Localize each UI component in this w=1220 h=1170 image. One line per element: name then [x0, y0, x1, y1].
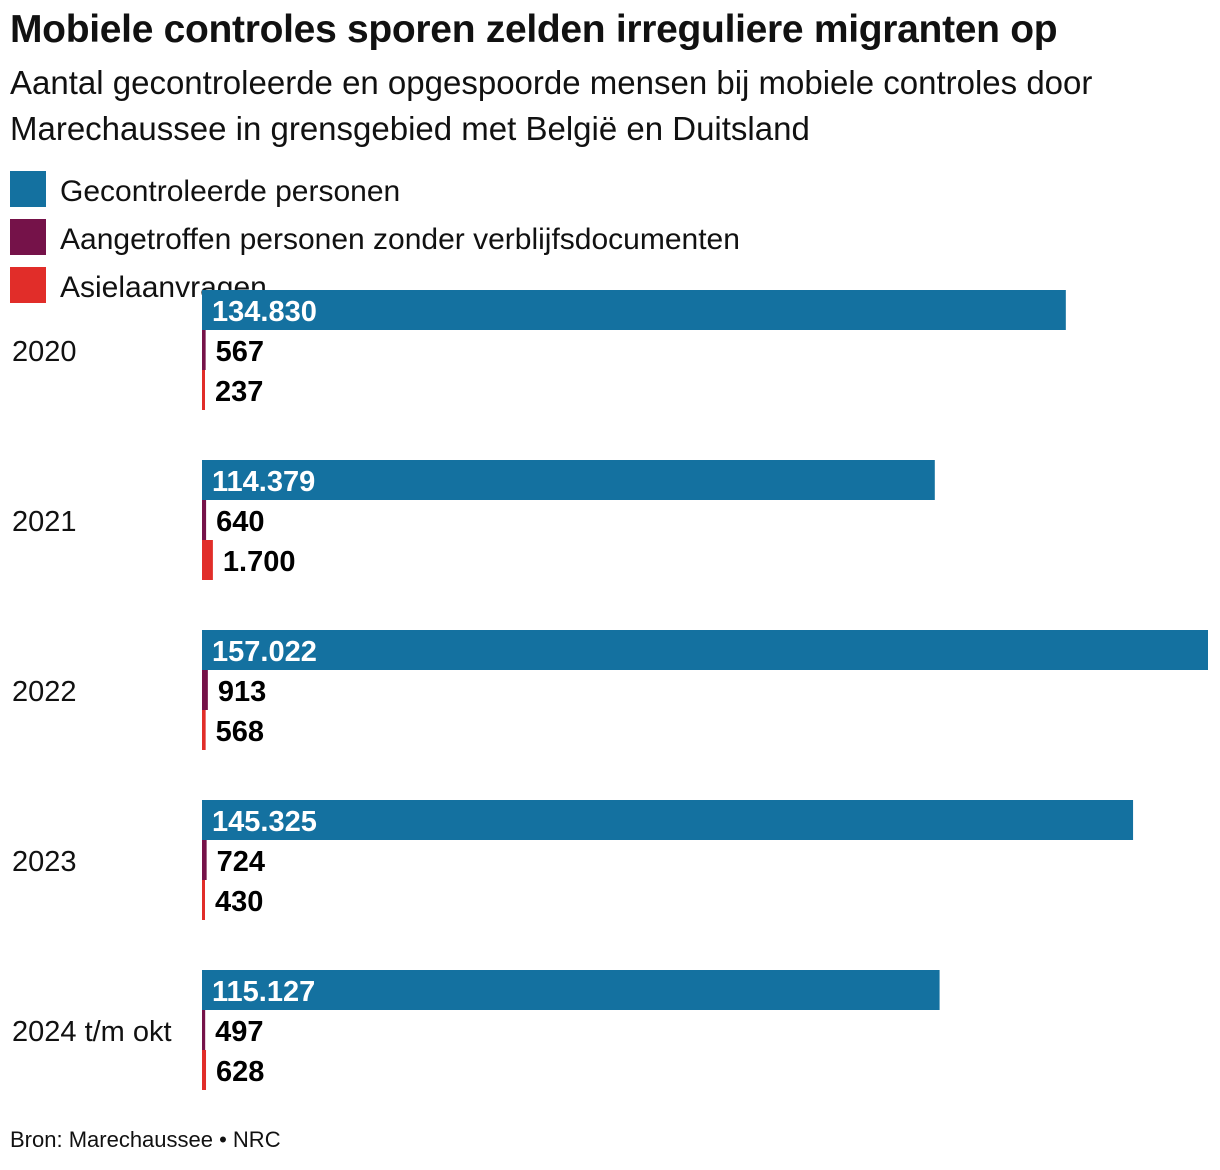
- bar-2024-t-m-okt-gecontroleerd: [202, 970, 940, 1010]
- value-label-2022-gecontroleerd: 157.022: [212, 636, 317, 668]
- bar-2021-asiel: [202, 540, 213, 580]
- bar-2024-t-m-okt-asiel: [202, 1050, 207, 1090]
- legend-label-gecontroleerd: Gecontroleerde personen: [60, 175, 401, 208]
- value-label-2023-gecontroleerd: 145.325: [212, 806, 317, 838]
- bar-chart: 2020 134.830 567 237 2021 114.379 640 1.700 2022…: [12, 290, 1208, 1090]
- bar-2023-asiel: [202, 880, 205, 920]
- legend-swatch-aangetroffen: [10, 219, 46, 255]
- legend-item-aangetroffen: Aangetroffen personen zonder verblijfsdo…: [10, 216, 740, 264]
- bar-2020-aangetroffen: [202, 330, 206, 370]
- category-label-2021: 2021: [12, 506, 77, 538]
- category-label-2020: 2020: [12, 336, 77, 368]
- bar-2023-gecontroleerd: [202, 800, 1134, 840]
- legend-swatch-gecontroleerd: [10, 171, 46, 207]
- bar-2021-aangetroffen: [202, 500, 207, 540]
- legend: Gecontroleerde personen Aangetroffen per…: [10, 168, 1010, 312]
- value-label-2023-asiel: 430: [215, 886, 263, 918]
- bar-2020-gecontroleerd: [202, 290, 1066, 330]
- legend-item-asiel: Asielaanvragen: [10, 264, 267, 312]
- bar-2024-t-m-okt-aangetroffen: [202, 1010, 206, 1050]
- chart-title: Mobiele controles sporen zelden irreguli…: [10, 8, 1058, 51]
- value-label-2022-aangetroffen: 913: [218, 676, 266, 708]
- value-label-2020-aangetroffen: 567: [216, 336, 264, 368]
- bar-2022-aangetroffen: [202, 670, 208, 710]
- value-label-2020-gecontroleerd: 134.830: [212, 296, 317, 328]
- bar-2023-aangetroffen: [202, 840, 207, 880]
- chart-subtitle: Aantal gecontroleerde en opgespoorde men…: [10, 64, 1093, 147]
- value-label-2024-t-m-okt-asiel: 628: [216, 1056, 264, 1088]
- value-label-2024-t-m-okt-aangetroffen: 497: [215, 1016, 263, 1048]
- category-label-2023: 2023: [12, 846, 77, 878]
- value-label-2021-aangetroffen: 640: [216, 506, 264, 538]
- value-label-2024-t-m-okt-gecontroleerd: 115.127: [212, 976, 315, 1008]
- value-label-2023-aangetroffen: 724: [217, 846, 265, 878]
- value-label-2020-asiel: 237: [215, 376, 263, 408]
- value-label-2021-gecontroleerd: 114.379: [212, 466, 315, 498]
- category-label-2024-t-m-okt: 2024 t/m okt: [12, 1016, 172, 1048]
- bar-2020-asiel: [202, 370, 205, 410]
- category-label-2022: 2022: [12, 676, 77, 708]
- source-note: Bron: Marechaussee • NRC: [10, 1127, 281, 1152]
- legend-swatch-asiel: [10, 267, 46, 303]
- bar-2022-asiel: [202, 710, 206, 750]
- bar-2021-gecontroleerd: [202, 460, 935, 500]
- value-label-2021-asiel: 1.700: [223, 546, 296, 578]
- legend-item-gecontroleerd: Gecontroleerde personen: [10, 168, 400, 216]
- bar-2022-gecontroleerd: [202, 630, 1208, 670]
- legend-label-aangetroffen: Aangetroffen personen zonder verblijfsdo…: [60, 223, 740, 256]
- value-label-2022-asiel: 568: [216, 716, 264, 748]
